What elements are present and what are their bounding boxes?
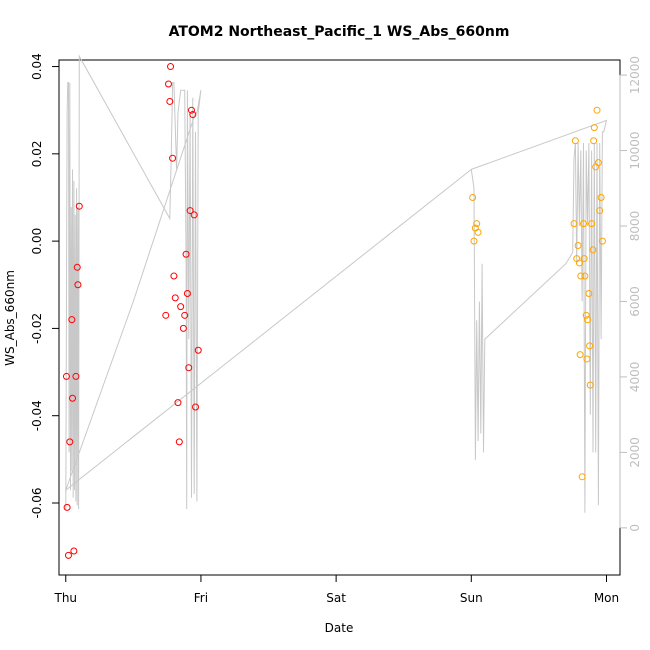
data-point (592, 163, 600, 171)
data-point (186, 207, 194, 215)
data-point (74, 281, 82, 289)
y2-tick-label: 8000 (628, 211, 642, 242)
y2-tick-label: 4000 (628, 362, 642, 393)
data-point (187, 106, 195, 114)
data-point (169, 154, 177, 162)
data-point (182, 250, 190, 258)
data-point (190, 211, 198, 219)
data-point (194, 346, 202, 354)
data-point (598, 237, 606, 245)
y-tick-label: 0.04 (30, 53, 44, 80)
data-point (175, 438, 183, 446)
data-point (584, 316, 592, 324)
data-point (580, 220, 588, 228)
y2-tick-label: 2000 (628, 437, 642, 468)
data-point (571, 137, 579, 145)
data-point (581, 272, 589, 280)
data-point (594, 159, 602, 167)
y-tick-label: 0.00 (30, 228, 44, 255)
points-layer (62, 63, 606, 559)
data-point (474, 228, 482, 236)
plot-frame (58, 59, 621, 576)
data-point (189, 111, 197, 119)
data-point (164, 80, 172, 88)
data-point (177, 303, 185, 311)
x-tick-label: Mon (594, 591, 619, 605)
y2-tick-label: 10000 (628, 131, 642, 169)
x-tick-label: Sun (460, 591, 483, 605)
y-tick-label: -0.06 (30, 487, 44, 518)
data-point (576, 351, 584, 359)
data-point (593, 106, 601, 114)
y-tick-label: -0.04 (30, 400, 44, 431)
data-point (64, 551, 72, 559)
y-tick-label: 0.02 (30, 140, 44, 167)
y-tick-label: -0.02 (30, 313, 44, 344)
data-point (68, 316, 76, 324)
data-point (597, 193, 605, 201)
altitude-layer (64, 54, 608, 513)
x-axis-label: Date (325, 621, 354, 635)
chart-title: ATOM2 Northeast_Pacific_1 WS_Abs_660nm (169, 24, 510, 40)
data-point (70, 547, 78, 555)
data-point (580, 255, 588, 263)
data-point (171, 294, 179, 302)
data-point (578, 473, 586, 481)
data-point (590, 137, 598, 145)
data-point (179, 324, 187, 332)
x-tick-label: Sat (326, 591, 346, 605)
data-point (75, 202, 83, 210)
data-point (470, 237, 478, 245)
y2-tick-label: 12000 (628, 56, 642, 94)
data-point (181, 311, 189, 319)
y2-tick-label: 6000 (628, 286, 642, 317)
data-point (469, 193, 477, 201)
data-point (62, 372, 70, 380)
y-axis-right: 0 2000 4000 6000 8000 10000 12000 (619, 56, 642, 532)
data-point (473, 220, 481, 228)
x-tick-label: Thu (53, 591, 77, 605)
data-point (170, 272, 178, 280)
data-point (167, 63, 175, 71)
data-point (162, 311, 170, 319)
data-point (589, 246, 597, 254)
y-axis-left: 0.04 0.02 0.00 -0.02 -0.04 -0.06 (30, 53, 60, 519)
data-point (174, 399, 182, 407)
data-point (585, 289, 593, 297)
data-point (590, 124, 598, 132)
data-point (586, 342, 594, 350)
data-point (73, 263, 81, 271)
data-point (575, 259, 583, 267)
data-point (166, 97, 174, 105)
data-point (574, 241, 582, 249)
data-point (69, 394, 77, 402)
data-point (577, 272, 585, 280)
data-point (183, 289, 191, 297)
data-point (582, 311, 590, 319)
data-point (72, 372, 80, 380)
data-point (185, 364, 193, 372)
data-point (586, 381, 594, 389)
data-point (588, 220, 596, 228)
x-tick-label: Fri (194, 591, 208, 605)
data-point (583, 355, 591, 363)
data-point (570, 220, 578, 228)
x-axis: Thu Fri Sat Sun Mon (53, 574, 619, 605)
altitude-line (64, 54, 608, 513)
data-point (596, 207, 604, 215)
y2-tick-label: 0 (628, 524, 642, 532)
data-point (66, 438, 74, 446)
y-axis-label: WS_Abs_660nm (3, 270, 17, 366)
data-point (192, 403, 200, 411)
data-point (63, 503, 71, 511)
